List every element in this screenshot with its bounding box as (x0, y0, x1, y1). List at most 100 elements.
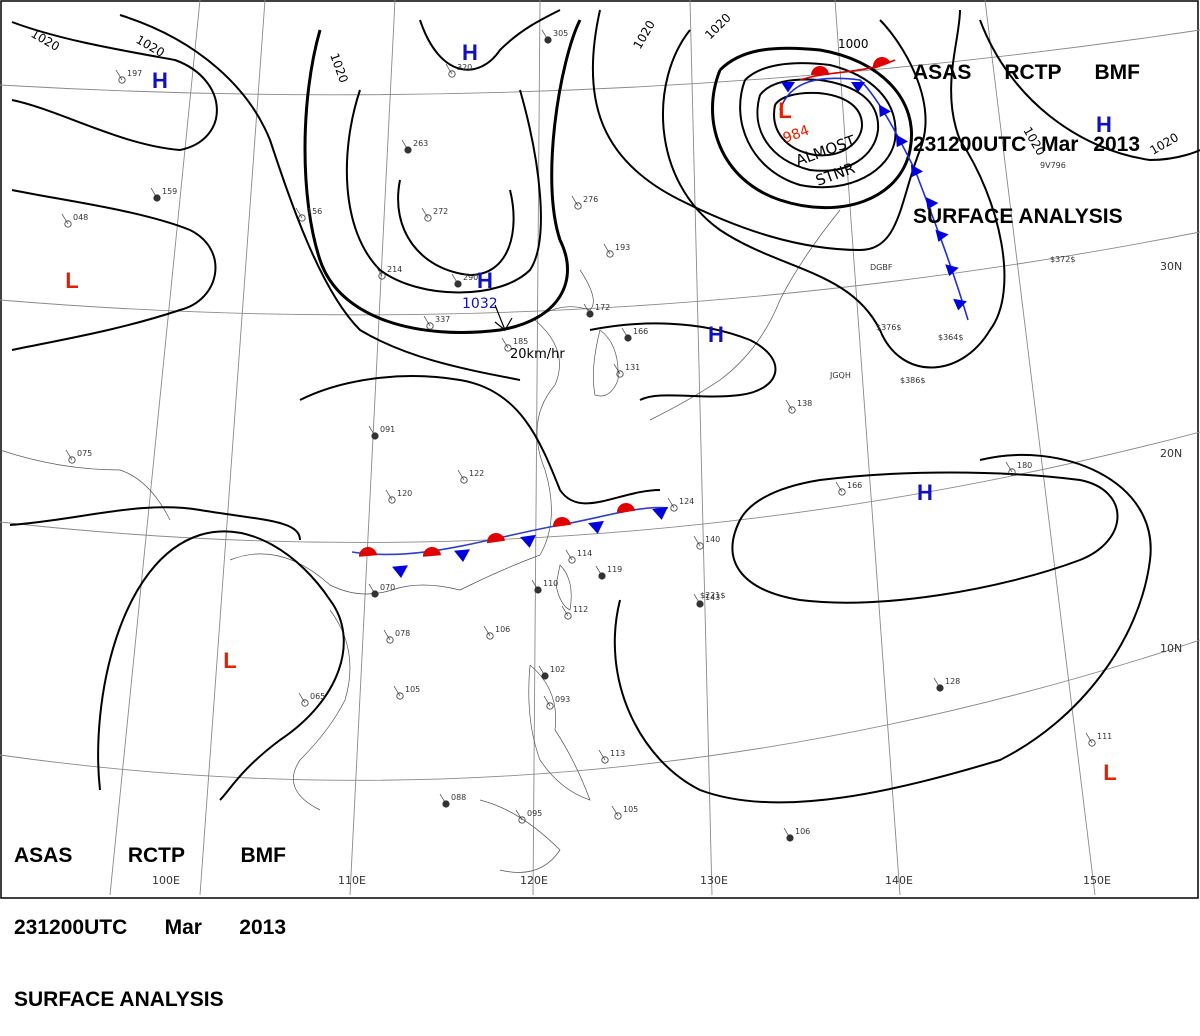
high-pressure-marker: H (152, 68, 168, 93)
movement-arrow (494, 304, 513, 332)
wind-barb (583, 303, 591, 315)
station-circle (118, 76, 126, 84)
station-circle (564, 612, 572, 620)
wind-barb (613, 363, 621, 375)
wind-barb (543, 695, 551, 707)
station-plot: 140 (693, 535, 720, 550)
station-plot: 119 (595, 565, 622, 580)
longitude-label: 140E (885, 874, 913, 887)
wind-barb (375, 265, 383, 277)
pressure-reading: 128 (945, 677, 960, 686)
station-plot: 105 (393, 685, 420, 700)
station-circle (614, 812, 622, 820)
pressure-reading: 320 (457, 63, 472, 72)
wind-barb (621, 327, 629, 339)
isobar (773, 91, 864, 157)
station-plot: 065 (298, 692, 325, 707)
header-station: RCTP (127, 844, 186, 867)
station-circle (788, 406, 796, 414)
isobar (11, 21, 218, 152)
station-plot: 048 (61, 213, 88, 228)
isobar (979, 19, 1200, 162)
meridian-line (984, 0, 1096, 896)
pressure-reading: 088 (451, 793, 466, 802)
station-circle (574, 202, 582, 210)
station-plot: 091 (368, 425, 395, 440)
station-plot: 131 (613, 363, 640, 378)
station-plot: 106 (483, 625, 510, 640)
pressure-reading: 337 (435, 315, 450, 324)
pressure-reading: 106 (495, 625, 510, 634)
station-code: $376$ (876, 323, 901, 332)
pressure-reading: 180 (1017, 461, 1032, 470)
header-line-1: ASAS RCTP BMF (913, 61, 1140, 85)
isobars (9, 9, 1200, 804)
warm-front-symbol (487, 533, 505, 544)
wind-barb (1085, 732, 1093, 744)
station-circle (504, 344, 512, 352)
pressure-reading: 048 (73, 213, 88, 222)
pressure-reading: 276 (583, 195, 598, 204)
low-pressure-marker: L (1103, 760, 1116, 785)
station-codes: JGQH DGBF 9V796 $372$ $376$ $364$ $221$ $386$ (700, 161, 1075, 600)
station-plot: 110 (531, 579, 558, 594)
pressure-reading: 106 (795, 827, 810, 836)
warm-front-symbol (553, 517, 571, 528)
pressure-reading: 113 (610, 749, 625, 758)
pressure-reading: 075 (77, 449, 92, 458)
coastline-indochina (292, 609, 351, 811)
pressure-reading: 143 (705, 593, 720, 602)
station-code: DGBF (870, 263, 893, 272)
station-plot: 095 (515, 809, 542, 824)
station-circle (426, 322, 434, 330)
wind-barb (603, 243, 611, 255)
pressure-reading: 091 (380, 425, 395, 434)
station-circle (518, 816, 526, 824)
header-product: ASAS (913, 61, 972, 84)
high-pressure-marker: H (477, 268, 493, 293)
pressure-reading: 065 (310, 692, 325, 701)
wind-barb (565, 549, 573, 561)
cold-front-symbol (454, 549, 470, 562)
station-plot: 166 (621, 327, 648, 342)
pressure-reading: 263 (413, 139, 428, 148)
pressure-reading: 122 (469, 469, 484, 478)
station-circle (486, 632, 494, 640)
high-pressure-value: 1032 (462, 296, 498, 312)
cold-front-symbol (895, 134, 909, 148)
isobar (303, 19, 582, 334)
station-plot: 075 (65, 449, 92, 464)
parallel-line (0, 639, 1200, 781)
station-circle (424, 214, 432, 222)
wind-barb (383, 629, 391, 641)
cold-front-symbol (910, 164, 924, 178)
wind-barb (115, 69, 123, 81)
station-circle (546, 702, 554, 710)
storm-annotation-line2: STNR (813, 159, 857, 190)
wind-barb (393, 685, 401, 697)
wind-barb (561, 605, 569, 617)
warm-front-symbol (811, 66, 829, 75)
header-line-2: 231200UTC Mar 2013 (913, 133, 1140, 157)
low-pressure-marker: L (778, 98, 791, 123)
station-plot: 111 (1085, 732, 1112, 747)
isobar-label: 1020 (702, 11, 733, 42)
wind-barb (298, 692, 306, 704)
pressure-reading: 166 (633, 327, 648, 336)
station-plot: 070 (368, 583, 395, 598)
isobar (9, 506, 301, 541)
latitude-labels: 10N 20N 30N (1160, 260, 1182, 655)
wind-barb (421, 207, 429, 219)
high-pressure-marker: H (462, 40, 478, 65)
isobar (731, 471, 1119, 604)
movement-speed: 20km/hr (510, 347, 565, 362)
wind-barb (501, 337, 509, 349)
meridian-line (689, 0, 713, 896)
wind-barb (401, 139, 409, 151)
station-plot: 106 (783, 827, 810, 842)
cold-front-symbol (945, 264, 959, 277)
wind-barb (368, 583, 376, 595)
isobar (119, 14, 521, 381)
station-circle (386, 636, 394, 644)
station-circle (616, 370, 624, 378)
